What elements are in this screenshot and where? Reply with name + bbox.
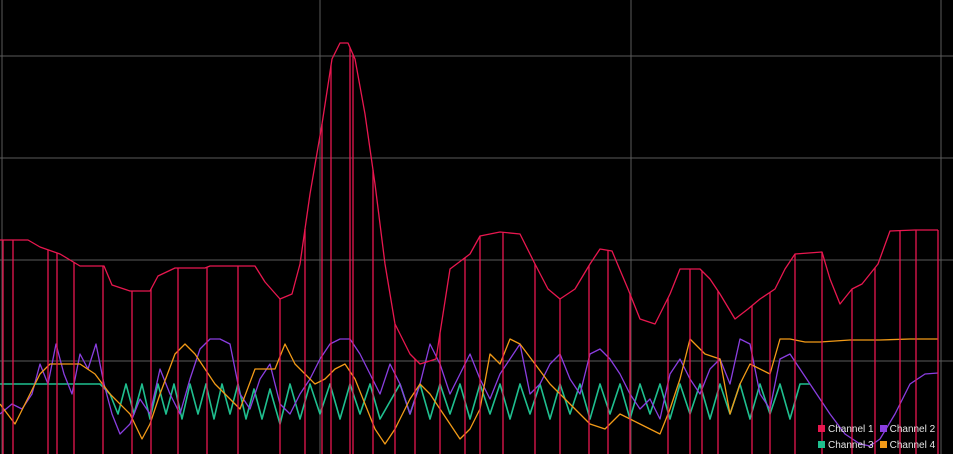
series-line-channel-3	[0, 383, 810, 425]
legend-swatch-channel-2	[879, 425, 887, 432]
legend-item-channel-4[interactable]: Channel 4	[879, 438, 936, 454]
legend-swatch-channel-1	[818, 425, 825, 432]
series-line-channel-4	[0, 338, 938, 445]
legend-item-channel-1[interactable]: Channel 1	[818, 422, 874, 438]
legend-item-channel-3[interactable]: Channel 3	[818, 438, 874, 454]
chart-legend: Channel 1 Channel 2 Channel 3 Channel 4	[818, 422, 953, 454]
legend-item-channel-2[interactable]: Channel 2	[879, 422, 936, 438]
legend-label-channel-4: Channel 4	[889, 440, 936, 451]
series-line-channel-1	[0, 42, 938, 365]
legend-label-channel-2: Channel 2	[889, 424, 936, 435]
legend-swatch-channel-3	[818, 441, 825, 448]
chart-series-group	[0, 42, 939, 454]
legend-swatch-channel-4	[879, 441, 887, 448]
series-line-channel-2	[0, 338, 939, 447]
legend-label-channel-3: Channel 3	[828, 440, 874, 451]
legend-label-channel-1: Channel 1	[828, 424, 874, 435]
